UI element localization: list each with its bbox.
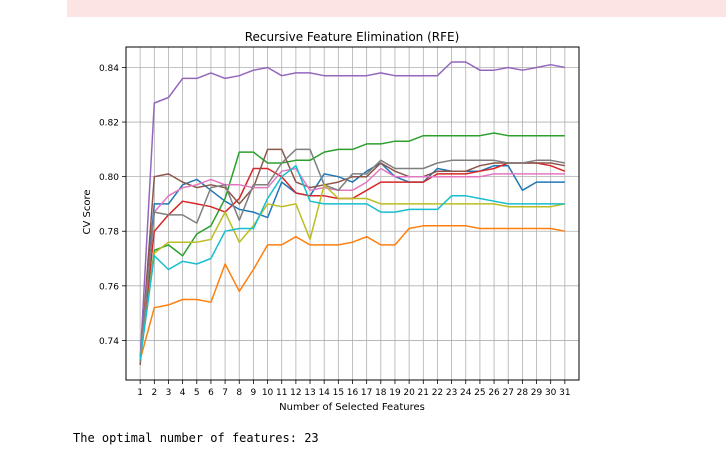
x-tick-label: 13 bbox=[304, 388, 315, 398]
y-axis-label: CV Score bbox=[82, 189, 93, 234]
x-tick-label: 31 bbox=[559, 388, 570, 398]
x-tick-label: 10 bbox=[262, 388, 274, 398]
series-line-5 bbox=[139, 61, 565, 360]
y-tick-label: 0.82 bbox=[99, 119, 119, 129]
y-axis-ticks: 0.74 0.76 0.78 0.80 0.82 0.84 bbox=[99, 64, 126, 347]
x-tick-label: 24 bbox=[460, 388, 472, 398]
x-tick-label: 11 bbox=[276, 388, 287, 398]
x-tick-label: 2 bbox=[151, 388, 157, 398]
x-axis-ticks: 1 2 3 4 5 6 7 8 9 10 11 12 13 14 15 16 17 18 19 20 21 22 23 24 2… bbox=[137, 380, 571, 398]
x-tick-label: 3 bbox=[166, 388, 172, 398]
optimal-features-output: The optimal number of features: 23 bbox=[73, 431, 319, 445]
x-tick-label: 12 bbox=[290, 388, 301, 398]
x-tick-label: 8 bbox=[236, 388, 242, 398]
y-tick-label: 0.80 bbox=[99, 173, 119, 183]
previous-output-band bbox=[67, 0, 726, 17]
x-tick-label: 20 bbox=[403, 388, 415, 398]
series-line-10 bbox=[139, 164, 565, 360]
x-tick-label: 21 bbox=[418, 388, 429, 398]
x-tick-label: 30 bbox=[545, 388, 557, 398]
series-line-7 bbox=[139, 167, 565, 360]
x-tick-label: 14 bbox=[318, 388, 330, 398]
x-tick-label: 23 bbox=[446, 388, 457, 398]
x-tick-label: 4 bbox=[180, 388, 186, 398]
x-tick-label: 28 bbox=[517, 388, 529, 398]
series-line-6 bbox=[139, 148, 565, 366]
x-tick-label: 19 bbox=[389, 388, 401, 398]
series-line-2 bbox=[139, 225, 565, 360]
chart-title: Recursive Feature Elimination (RFE) bbox=[245, 30, 460, 44]
series-lines bbox=[139, 61, 566, 366]
x-tick-label: 5 bbox=[194, 388, 200, 398]
x-tick-label: 25 bbox=[474, 388, 485, 398]
x-tick-label: 22 bbox=[432, 388, 443, 398]
x-tick-label: 16 bbox=[347, 388, 359, 398]
series-line-3 bbox=[139, 132, 565, 357]
x-tick-label: 17 bbox=[361, 388, 372, 398]
x-tick-label: 7 bbox=[222, 388, 228, 398]
y-tick-label: 0.84 bbox=[99, 64, 119, 74]
series-line-9 bbox=[139, 184, 565, 360]
x-tick-label: 9 bbox=[251, 388, 257, 398]
x-tick-label: 29 bbox=[531, 388, 543, 398]
x-tick-label: 26 bbox=[488, 388, 500, 398]
x-tick-label: 15 bbox=[333, 388, 344, 398]
series-line-1 bbox=[139, 162, 565, 357]
y-tick-label: 0.74 bbox=[99, 337, 119, 347]
y-tick-label: 0.76 bbox=[99, 282, 119, 292]
x-tick-label: 6 bbox=[208, 388, 214, 398]
y-tick-label: 0.78 bbox=[99, 228, 119, 238]
x-tick-label: 27 bbox=[502, 388, 513, 398]
x-tick-label: 1 bbox=[137, 388, 143, 398]
series-line-8 bbox=[139, 148, 565, 363]
grid-lines bbox=[126, 47, 579, 380]
x-tick-label: 18 bbox=[375, 388, 387, 398]
x-axis-label: Number of Selected Features bbox=[279, 402, 425, 413]
